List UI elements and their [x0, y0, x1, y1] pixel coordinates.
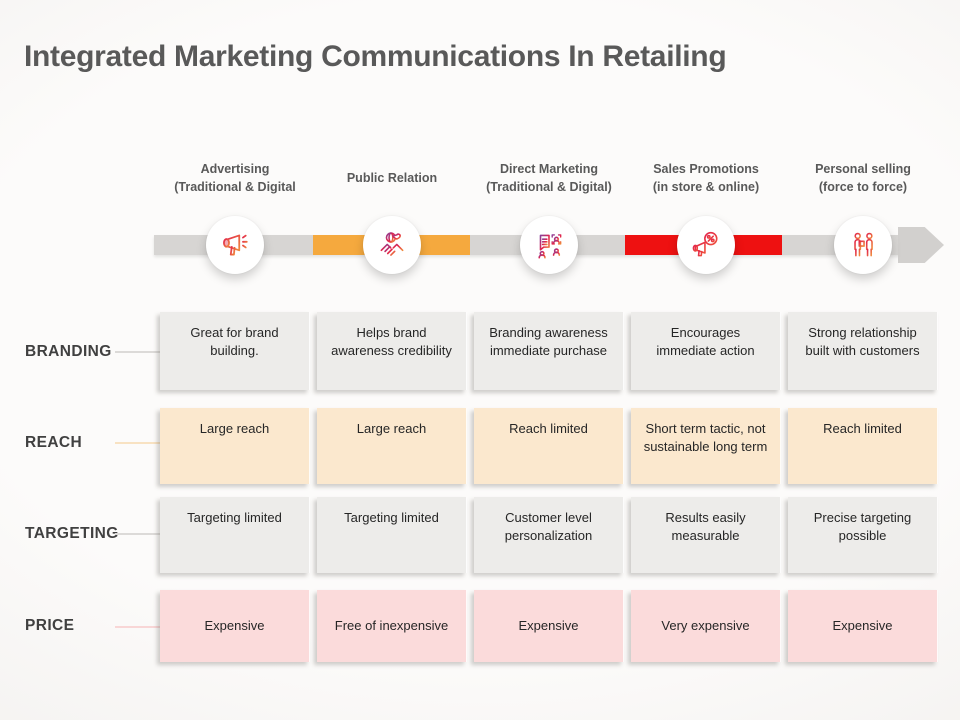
- column-header-sales-promotions: Sales Promotions (in store & online): [631, 150, 781, 206]
- personal-selling-icon-circle: [834, 216, 892, 274]
- arrow-head-icon: [898, 227, 944, 263]
- advertising-icon-circle: [206, 216, 264, 274]
- column-subtitle: (Traditional & Digital): [486, 180, 612, 194]
- matrix-cell: Reach limited: [788, 408, 938, 484]
- column-header-direct-marketing: Direct Marketing (Traditional & Digital): [474, 150, 624, 206]
- matrix-cell: Short term tactic, not sustainable long …: [631, 408, 781, 484]
- column-name: Sales Promotions: [653, 161, 759, 176]
- column-name: Public Relation: [346, 170, 438, 185]
- promo-megaphone-icon: [692, 231, 718, 257]
- matrix-cell: Encourages immediate action: [631, 312, 781, 390]
- row-label-branding: BRANDING: [25, 343, 112, 360]
- column-name: Direct Marketing: [500, 161, 598, 176]
- connector-line-price: [115, 626, 160, 628]
- column-header-public-relation: Public Relation: [317, 150, 467, 206]
- handshake-globe-icon: [380, 232, 404, 256]
- matrix-cell: Expensive: [160, 590, 310, 662]
- matrix-cell: Large reach: [317, 408, 467, 484]
- two-people-icon: [854, 232, 873, 257]
- row-price: Expensive Free of inexpensive Expensive …: [160, 590, 938, 662]
- row-targeting: Targeting limited Targeting limited Cust…: [160, 497, 938, 573]
- column-header-advertising: Advertising (Traditional & Digital: [160, 150, 310, 206]
- column-name: Personal selling: [815, 161, 911, 176]
- page-title: Integrated Marketing Communications In R…: [24, 40, 727, 73]
- row-reach: Large reach Large reach Reach limited Sh…: [160, 408, 938, 484]
- document-people-icon: [538, 234, 562, 259]
- matrix-cell: Free of inexpensive: [317, 590, 467, 662]
- row-label-targeting: TARGETING: [25, 525, 119, 542]
- column-header-personal-selling: Personal selling (force to force): [788, 150, 938, 206]
- matrix-cell: Branding awareness immediate purchase: [474, 312, 624, 390]
- timeline: [154, 214, 944, 278]
- column-subtitle: (force to force): [818, 180, 908, 194]
- public-relation-icon-circle: [363, 216, 421, 274]
- matrix-cell: Very expensive: [631, 590, 781, 662]
- matrix-cell: Expensive: [474, 590, 624, 662]
- matrix-cell: Large reach: [160, 408, 310, 484]
- connector-line-targeting: [115, 533, 160, 535]
- direct-marketing-icon-circle: [520, 216, 578, 274]
- sales-promotions-icon-circle: [677, 216, 735, 274]
- matrix-cell: Targeting limited: [160, 497, 310, 573]
- matrix-cell: Reach limited: [474, 408, 624, 484]
- connector-line-reach: [115, 442, 160, 444]
- connector-line-branding: [115, 351, 160, 353]
- megaphone-icon: [223, 234, 248, 256]
- row-branding: Great for brand building. Helps brand aw…: [160, 312, 938, 390]
- matrix-cell: Targeting limited: [317, 497, 467, 573]
- row-label-price: PRICE: [25, 617, 75, 634]
- row-label-reach: REACH: [25, 434, 83, 451]
- matrix-cell: Expensive: [788, 590, 938, 662]
- matrix-cell: Results easily measurable: [631, 497, 781, 573]
- matrix-cell: Strong relationship built with customers: [788, 312, 938, 390]
- matrix-cell: Customer level personalization: [474, 497, 624, 573]
- matrix-cell: Great for brand building.: [160, 312, 310, 390]
- matrix-cell: Precise targeting possible: [788, 497, 938, 573]
- comparison-matrix: Great for brand building. Helps brand aw…: [160, 312, 938, 662]
- column-subtitle: (in store & online): [652, 180, 760, 194]
- column-subtitle: (Traditional & Digital: [174, 180, 296, 194]
- column-name: Advertising: [200, 161, 270, 176]
- matrix-cell: Helps brand awareness credibility: [317, 312, 467, 390]
- column-headers: Advertising (Traditional & Digital Publi…: [160, 150, 938, 206]
